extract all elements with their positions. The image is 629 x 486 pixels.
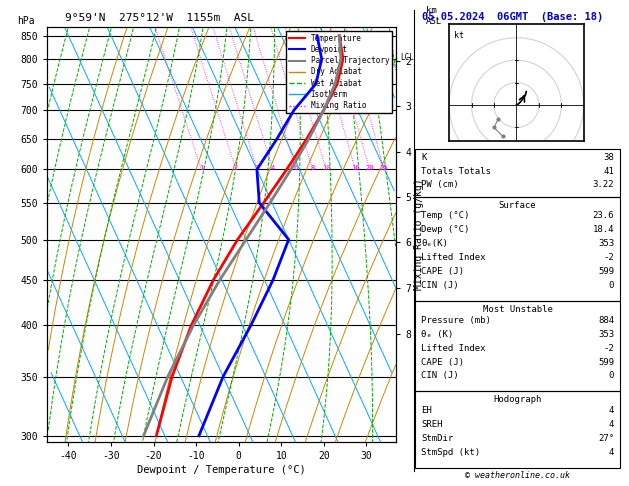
Text: Temp (°C): Temp (°C): [421, 211, 470, 221]
Text: StmDir: StmDir: [421, 434, 454, 443]
Text: 27°: 27°: [598, 434, 614, 443]
Text: Hodograph: Hodograph: [494, 395, 542, 404]
X-axis label: Dewpoint / Temperature (°C): Dewpoint / Temperature (°C): [137, 466, 306, 475]
Text: 16: 16: [351, 165, 359, 171]
Legend: Temperature, Dewpoint, Parcel Trajectory, Dry Adiabat, Wet Adiabat, Isotherm, Mi: Temperature, Dewpoint, Parcel Trajectory…: [286, 31, 392, 113]
Text: 18.4: 18.4: [593, 226, 614, 234]
Text: kt: kt: [454, 31, 464, 40]
Text: 4: 4: [270, 165, 275, 171]
Text: 6: 6: [294, 165, 298, 171]
Text: CIN (J): CIN (J): [421, 371, 459, 381]
Text: 25: 25: [380, 165, 388, 171]
Text: 8: 8: [311, 165, 314, 171]
Text: Lifted Index: Lifted Index: [421, 344, 486, 353]
Text: PW (cm): PW (cm): [421, 180, 459, 190]
Text: 9°59'N  275°12'W  1155m  ASL: 9°59'N 275°12'W 1155m ASL: [65, 13, 253, 23]
Text: CAPE (J): CAPE (J): [421, 267, 464, 277]
Text: 599: 599: [598, 358, 614, 366]
Text: LCL: LCL: [401, 53, 415, 63]
Text: km
ASL: km ASL: [426, 6, 442, 26]
Text: -2: -2: [603, 344, 614, 353]
Text: 3.22: 3.22: [593, 180, 614, 190]
Text: SREH: SREH: [421, 420, 443, 429]
Text: CIN (J): CIN (J): [421, 281, 459, 290]
Text: 0: 0: [609, 281, 614, 290]
Text: StmSpd (kt): StmSpd (kt): [421, 448, 481, 457]
Text: 4: 4: [609, 406, 614, 415]
Text: θₑ(K): θₑ(K): [421, 240, 448, 248]
Text: 353: 353: [598, 330, 614, 339]
Text: 353: 353: [598, 240, 614, 248]
Text: 05.05.2024  06GMT  (Base: 18): 05.05.2024 06GMT (Base: 18): [422, 12, 603, 22]
Text: 20: 20: [365, 165, 374, 171]
Text: K: K: [421, 153, 426, 162]
Text: 4: 4: [609, 420, 614, 429]
Text: 10: 10: [321, 165, 330, 171]
Text: 38: 38: [603, 153, 614, 162]
Text: 599: 599: [598, 267, 614, 277]
Text: Lifted Index: Lifted Index: [421, 253, 486, 262]
Text: Most Unstable: Most Unstable: [482, 305, 553, 314]
Text: Surface: Surface: [499, 201, 537, 210]
Text: 3: 3: [255, 165, 259, 171]
Text: Totals Totals: Totals Totals: [421, 167, 491, 176]
Y-axis label: Mixing Ratio (g/kg): Mixing Ratio (g/kg): [414, 179, 424, 290]
Text: 2: 2: [233, 165, 238, 171]
Text: 1: 1: [199, 165, 203, 171]
Text: hPa: hPa: [18, 16, 35, 26]
Text: EH: EH: [421, 406, 432, 415]
Text: Dewp (°C): Dewp (°C): [421, 226, 470, 234]
Text: 41: 41: [603, 167, 614, 176]
Text: Pressure (mb): Pressure (mb): [421, 316, 491, 325]
Text: 4: 4: [609, 448, 614, 457]
Text: 23.6: 23.6: [593, 211, 614, 221]
Text: 0: 0: [609, 371, 614, 381]
Text: © weatheronline.co.uk: © weatheronline.co.uk: [465, 471, 570, 480]
Text: 884: 884: [598, 316, 614, 325]
Text: CAPE (J): CAPE (J): [421, 358, 464, 366]
Text: -2: -2: [603, 253, 614, 262]
Text: θₑ (K): θₑ (K): [421, 330, 454, 339]
